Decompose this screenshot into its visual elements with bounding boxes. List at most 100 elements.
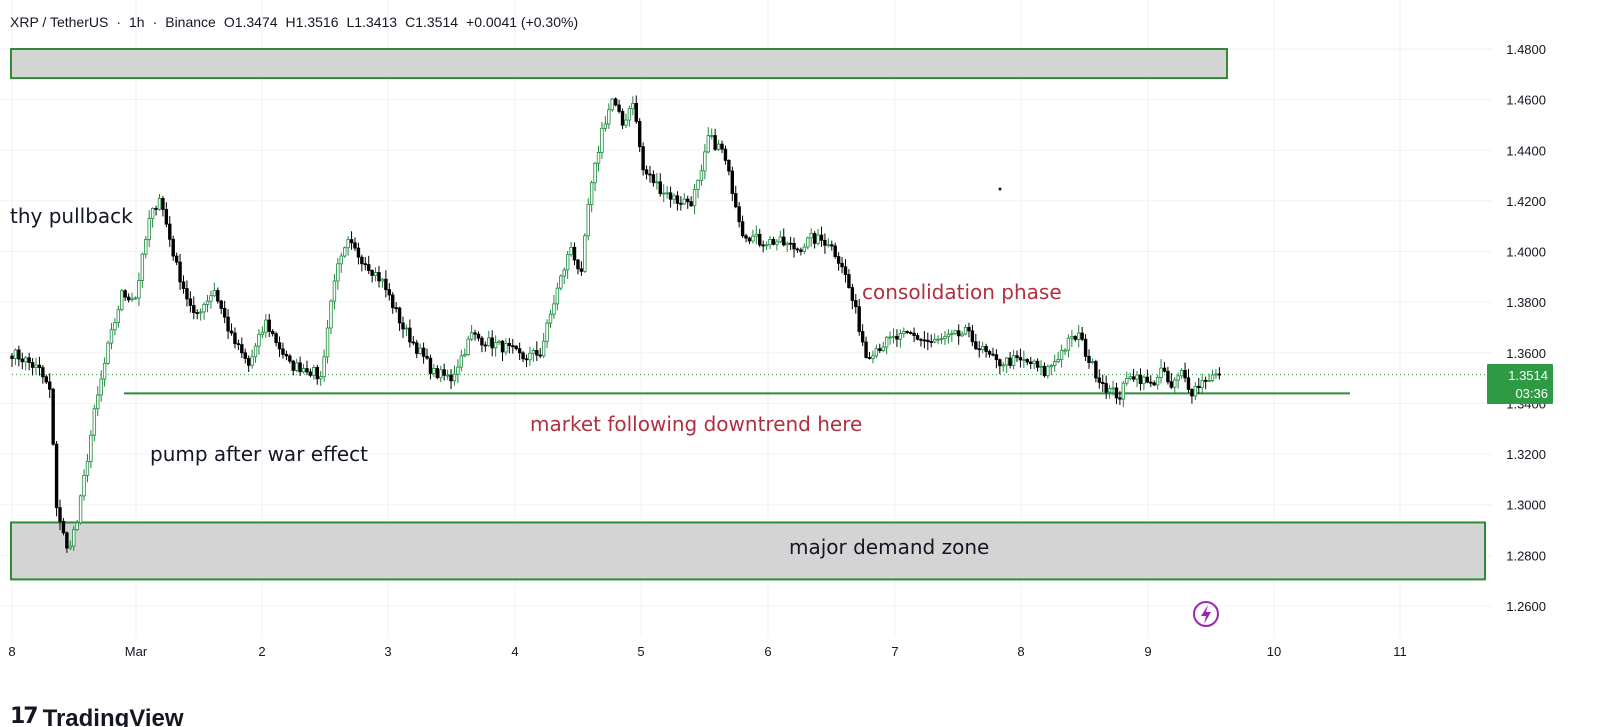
candle — [867, 351, 872, 360]
candle — [620, 108, 625, 130]
candle-body — [806, 237, 810, 248]
candle-body — [332, 280, 337, 302]
candle-body — [610, 98, 614, 111]
candle-body — [24, 357, 28, 363]
candle-body — [133, 297, 138, 300]
candle-body — [205, 300, 210, 305]
candle-body — [637, 121, 642, 148]
candle — [1056, 351, 1060, 364]
ohlc-high: H1.3516 — [285, 14, 339, 30]
price-chart[interactable]: thy pullback consolidation phase market fo… — [0, 0, 1600, 700]
candle-body — [922, 339, 927, 342]
candle-body — [871, 355, 875, 359]
candle — [288, 353, 292, 364]
candle-body — [353, 242, 357, 249]
candle-body — [75, 522, 79, 531]
candle — [600, 121, 604, 159]
candle — [583, 233, 587, 273]
candle-body — [428, 357, 433, 374]
separator-dot: · — [152, 14, 158, 30]
candle — [10, 353, 14, 367]
candle-body — [497, 340, 501, 343]
candle-body — [356, 247, 361, 258]
candle-body — [998, 359, 1002, 367]
candle — [1022, 350, 1026, 369]
candle-body — [397, 307, 402, 324]
candle — [150, 207, 155, 228]
ohlc-change: +0.0041 (+0.30%) — [466, 14, 579, 30]
time-axis[interactable]: 8 Mar 2 3 4 5 6 7 8 9 10 11 — [8, 644, 1406, 659]
candle-body — [384, 278, 388, 291]
candle — [257, 329, 261, 355]
candle-body — [1032, 360, 1036, 364]
candle-body — [336, 263, 340, 282]
candle — [89, 430, 93, 469]
candle-body — [548, 313, 553, 324]
candle — [1015, 350, 1019, 362]
candle — [476, 331, 481, 342]
candle — [795, 247, 800, 253]
candle-body — [514, 345, 518, 350]
interval-label[interactable]: 1h — [128, 14, 145, 30]
candle — [301, 363, 306, 374]
candle — [133, 296, 138, 300]
candle-body — [367, 264, 371, 271]
candle-body — [658, 181, 662, 195]
tradingview-logo[interactable]: 17 TradingView — [10, 706, 184, 727]
candle-body — [294, 362, 299, 371]
candle — [13, 348, 18, 366]
candle — [658, 173, 662, 197]
candle — [538, 348, 542, 359]
time-tick-label: 7 — [891, 644, 898, 659]
candle — [812, 231, 817, 249]
candle — [459, 349, 464, 372]
candle — [144, 235, 148, 259]
candle — [565, 250, 570, 279]
price-tick-label: 1.4000 — [1506, 245, 1546, 260]
candle-body — [1097, 377, 1102, 383]
candle — [343, 246, 347, 258]
ohlc-low: L1.3413 — [346, 14, 398, 30]
candle-body — [764, 244, 769, 247]
candle — [1125, 371, 1129, 386]
candle-body — [950, 333, 954, 336]
candle — [987, 349, 992, 358]
last-price-tag[interactable]: 1.3514 03:36 — [1487, 364, 1553, 404]
price-axis[interactable]: 1.4800 1.4600 1.4400 1.4200 1.4000 1.3800 1.36… — [1487, 42, 1553, 614]
candle-body — [727, 159, 731, 172]
candle — [761, 240, 765, 253]
candle-body — [960, 333, 964, 337]
candle — [123, 289, 127, 302]
candle — [1083, 334, 1088, 361]
candle — [1039, 360, 1043, 376]
candle-body — [1066, 337, 1071, 351]
candle — [768, 235, 772, 249]
candle-body — [267, 319, 271, 332]
candle-body — [456, 366, 460, 375]
candle-body — [1128, 376, 1132, 379]
candle-body — [980, 346, 985, 350]
candle — [68, 540, 73, 551]
candle-body — [840, 262, 844, 268]
candle — [137, 272, 141, 306]
candle — [109, 322, 114, 350]
candle — [696, 179, 700, 199]
candle-body — [449, 374, 453, 382]
time-tick-label: 2 — [258, 644, 265, 659]
flash-icon[interactable] — [1193, 601, 1219, 627]
candle-body — [339, 255, 343, 265]
candle-body — [445, 374, 450, 377]
candle — [329, 299, 333, 335]
candle — [826, 238, 831, 248]
candle-body — [1159, 367, 1163, 378]
candle — [312, 364, 316, 380]
candle — [823, 233, 827, 254]
candle-body — [157, 198, 162, 210]
candle-body — [926, 339, 930, 342]
candle-body — [1107, 388, 1112, 393]
candle-body — [1152, 382, 1156, 386]
candle — [126, 293, 131, 303]
symbol-name[interactable]: XRP / TetherUS — [10, 14, 109, 30]
candle-body — [500, 340, 505, 353]
candle-body — [1008, 357, 1012, 366]
